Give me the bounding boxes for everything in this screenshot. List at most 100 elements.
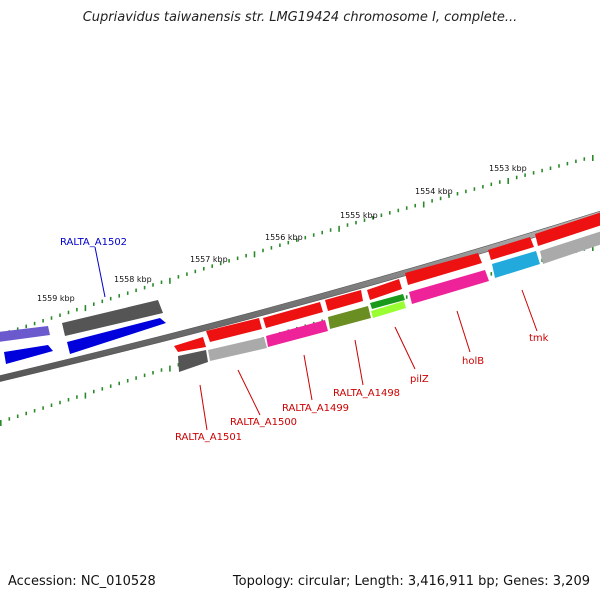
outer-scale-tick (515, 175, 518, 180)
scale-label-1556: 1556 kbp (265, 233, 303, 242)
map-title: Cupriavidus taiwanensis str. LMG19424 ch… (82, 10, 518, 25)
gene-1501-grey (178, 350, 208, 372)
scale-label-1559: 1559 kbp (37, 294, 75, 303)
outer-scale-tick (143, 285, 146, 290)
outer-scale-tick (549, 166, 552, 170)
outer-scale-tick (101, 299, 104, 304)
outer-scale-tick (465, 189, 467, 194)
outer-scale-tick (592, 155, 594, 161)
gene-1501-red (174, 337, 206, 352)
outer-scale-tick (566, 161, 569, 166)
outer-scale-tick (422, 201, 425, 208)
inner-scale-tick (490, 272, 493, 276)
leader-pilz (394, 326, 416, 370)
scale-label-1558: 1558 kbp (114, 275, 152, 284)
gene-pilz-red (367, 279, 402, 300)
outer-scale-tick (414, 203, 416, 208)
inner-scale-tick (67, 398, 70, 402)
gene-1499-red (263, 302, 323, 328)
inner-scale-tick (101, 387, 104, 391)
outer-scale-tick (16, 327, 19, 331)
scale-label-1557: 1557 kbp (190, 255, 228, 264)
chromosome-backbone (0, 210, 600, 382)
inner-scale-tick (59, 400, 61, 405)
outer-scale-tick (296, 238, 298, 242)
inner-scale-tick (0, 420, 2, 426)
gene-label-holb: holB (462, 356, 484, 367)
outer-scale-tick (405, 206, 408, 210)
outer-scale-tick (482, 185, 484, 189)
scale-label-1553: 1553 kbp (489, 164, 527, 173)
outer-scale-tick (439, 196, 442, 201)
inner-scale-tick (93, 389, 95, 394)
leader-ralta-a1498 (354, 339, 364, 386)
scale-label-1555: 1555 kbp (340, 211, 378, 220)
outer-scale-tick (177, 275, 180, 279)
outer-scale-tick (118, 294, 120, 298)
outer-scale-tick (203, 267, 205, 271)
outer-scale-tick (211, 264, 213, 268)
inner-scale-tick (16, 414, 19, 418)
inner-scale-tick (160, 368, 163, 372)
inner-scale-tick (84, 392, 87, 399)
outer-scale-tick (25, 324, 27, 329)
inner-scale-tick (135, 376, 137, 380)
gene-labels: RALTA_A1502 RALTA_A1501 RALTA_A1500 RALT… (60, 237, 549, 443)
outer-scale-tick (312, 233, 315, 237)
outer-scale-tick (279, 243, 281, 247)
gene-ralta-a1502-grey (62, 300, 163, 336)
inner-scale-tick (177, 363, 180, 367)
outer-scale-tick (160, 280, 163, 284)
outer-scale-tick (448, 194, 450, 198)
gene-label-ralta-a1499: RALTA_A1499 (282, 403, 349, 414)
gene-tmk-red (488, 237, 534, 260)
outer-scale-tick (84, 305, 87, 312)
outer-scale-tick (135, 288, 137, 293)
outer-scale-tick (321, 230, 323, 235)
gene-label-ralta-a1500: RALTA_A1500 (230, 417, 297, 428)
outer-scale-tick (524, 173, 526, 177)
gene-1498-red (325, 290, 363, 311)
gene-1500-red (206, 318, 262, 342)
outer-scale-tick (499, 180, 501, 184)
outer-scale-tick (490, 182, 493, 187)
outer-scale-tick (541, 168, 543, 173)
inner-scale-tick (76, 395, 78, 399)
inner-scale-tick (405, 295, 408, 299)
outer-scale-tick (583, 157, 586, 161)
outer-scale-tick (126, 291, 129, 295)
outer-scale-tick (329, 228, 332, 232)
outer-scale-tick (262, 248, 264, 253)
inner-scale-tick (143, 373, 146, 378)
gene-right-grey (540, 231, 600, 264)
gene-holb-magenta (409, 270, 489, 304)
gene-1499-magenta (266, 320, 328, 347)
gene-tmk-cyan (492, 251, 540, 278)
inner-scale-tick (33, 409, 36, 413)
topology-text: Topology: circular; Length: 3,416,911 bp… (232, 574, 590, 589)
outer-scale-tick (109, 296, 112, 301)
gene-1500-grey (208, 337, 267, 361)
outer-scale-tick (245, 253, 247, 258)
outer-scale-tick (67, 310, 70, 315)
leader-ralta-a1500 (237, 369, 261, 416)
gene-label-tmk: tmk (529, 333, 549, 344)
gene-right-red (535, 212, 600, 246)
outer-scale-tick (532, 171, 535, 175)
scale-label-1554: 1554 kbp (415, 187, 453, 196)
gene-label-ralta-a1501: RALTA_A1501 (175, 432, 242, 443)
outer-scale: 1553 kbp 1554 kbp 1555 kbp 1556 kbp 1557… (0, 155, 594, 339)
outer-scale-tick (253, 251, 256, 258)
outer-scale-tick (186, 272, 188, 276)
inner-scale-tick (118, 381, 120, 386)
outer-scale-tick (93, 302, 95, 306)
outer-scale-tick (304, 235, 307, 240)
gene-1498-olive (328, 306, 371, 329)
inner-scale-tick (8, 417, 11, 421)
outer-scale-tick (228, 259, 230, 263)
gene-label-ralta-a1502: RALTA_A1502 (60, 237, 127, 248)
gene-label-pilz: pilZ (410, 374, 429, 385)
inner-scale-tick (42, 406, 44, 410)
inner-scale-tick (25, 411, 27, 416)
outer-scale-tick (431, 199, 433, 203)
